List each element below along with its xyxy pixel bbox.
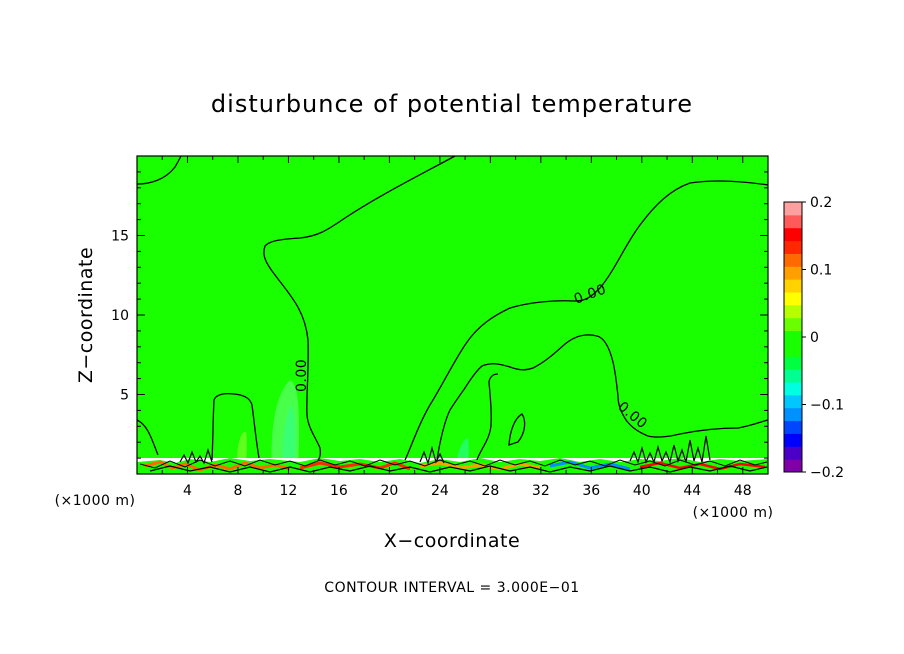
colorbar-swatch: [784, 356, 802, 370]
x-axis-label: X−coordinate: [384, 530, 520, 552]
colorbar-swatch: [784, 433, 802, 447]
contour-interval-note: CONTOUR INTERVAL = 3.000E−01: [324, 580, 579, 596]
x-tick-label: 40: [633, 483, 651, 499]
y-axis: 5 10 15: [111, 171, 768, 459]
colorbar-swatch: [784, 253, 802, 267]
contour-label-left: 0.00: [294, 359, 310, 392]
x-tick-label: 24: [431, 483, 449, 499]
colorbar-swatch: [784, 266, 802, 280]
colorbar: 0.2 0.1 0 −0.1 −0.2: [783, 195, 844, 481]
colorbar-tick-label: −0.1: [810, 398, 844, 414]
x-tick-label: 12: [280, 483, 298, 499]
colorbar-swatch: [784, 407, 802, 422]
colorbar-tick-label: 0: [810, 330, 819, 346]
x-axis: 4 8 12 16 20 24 28 32 36 40 44 48: [161, 156, 752, 499]
y-tick-label: 15: [111, 229, 129, 245]
colorbar-swatch: [784, 304, 802, 319]
colorbar-tick-label: 0.1: [810, 263, 832, 279]
x-tick-label: 20: [380, 483, 398, 499]
ground-band: [137, 435, 768, 474]
x-tick-label: 44: [683, 483, 701, 499]
colorbar-swatch: [784, 382, 802, 396]
x-tick-label: 48: [734, 483, 752, 499]
x-tick-label: 32: [532, 483, 550, 499]
colorbar-swatch: [784, 446, 802, 460]
x-unit-right: (×1000 m): [693, 505, 774, 521]
y-tick-label: 10: [111, 308, 129, 324]
y-tick-label: 5: [120, 388, 129, 404]
colorbar-swatch: [784, 394, 802, 409]
colorbar-swatch: [784, 317, 802, 332]
y-axis-label: Z−coordinate: [75, 247, 97, 383]
colorbar-tick-label: 0.2: [810, 195, 832, 211]
colorbar-swatch: [784, 343, 802, 357]
chart-title: disturbunce of potential temperature: [211, 90, 693, 118]
colorbar-swatch: [784, 214, 802, 229]
colorbar-swatch: [784, 459, 802, 473]
x-tick-label: 28: [481, 483, 499, 499]
colorbar-swatch: [784, 369, 802, 383]
plot-field: [137, 156, 768, 474]
x-tick-label: 4: [183, 483, 192, 499]
x-unit-left: (×1000 m): [55, 493, 136, 509]
colorbar-swatch: [784, 240, 802, 254]
colorbar-swatch: [784, 330, 802, 344]
colorbar-tick-label: −0.2: [810, 465, 844, 481]
colorbar-swatch: [784, 279, 802, 293]
colorbar-swatch: [784, 202, 802, 216]
contour-lines: [136, 155, 769, 461]
x-tick-label: 36: [582, 483, 600, 499]
x-tick-label: 8: [233, 483, 242, 499]
colorbar-swatch: [784, 227, 802, 242]
colorbar-swatch: [784, 420, 802, 434]
x-tick-label: 16: [330, 483, 348, 499]
colorbar-swatch: [784, 292, 802, 306]
